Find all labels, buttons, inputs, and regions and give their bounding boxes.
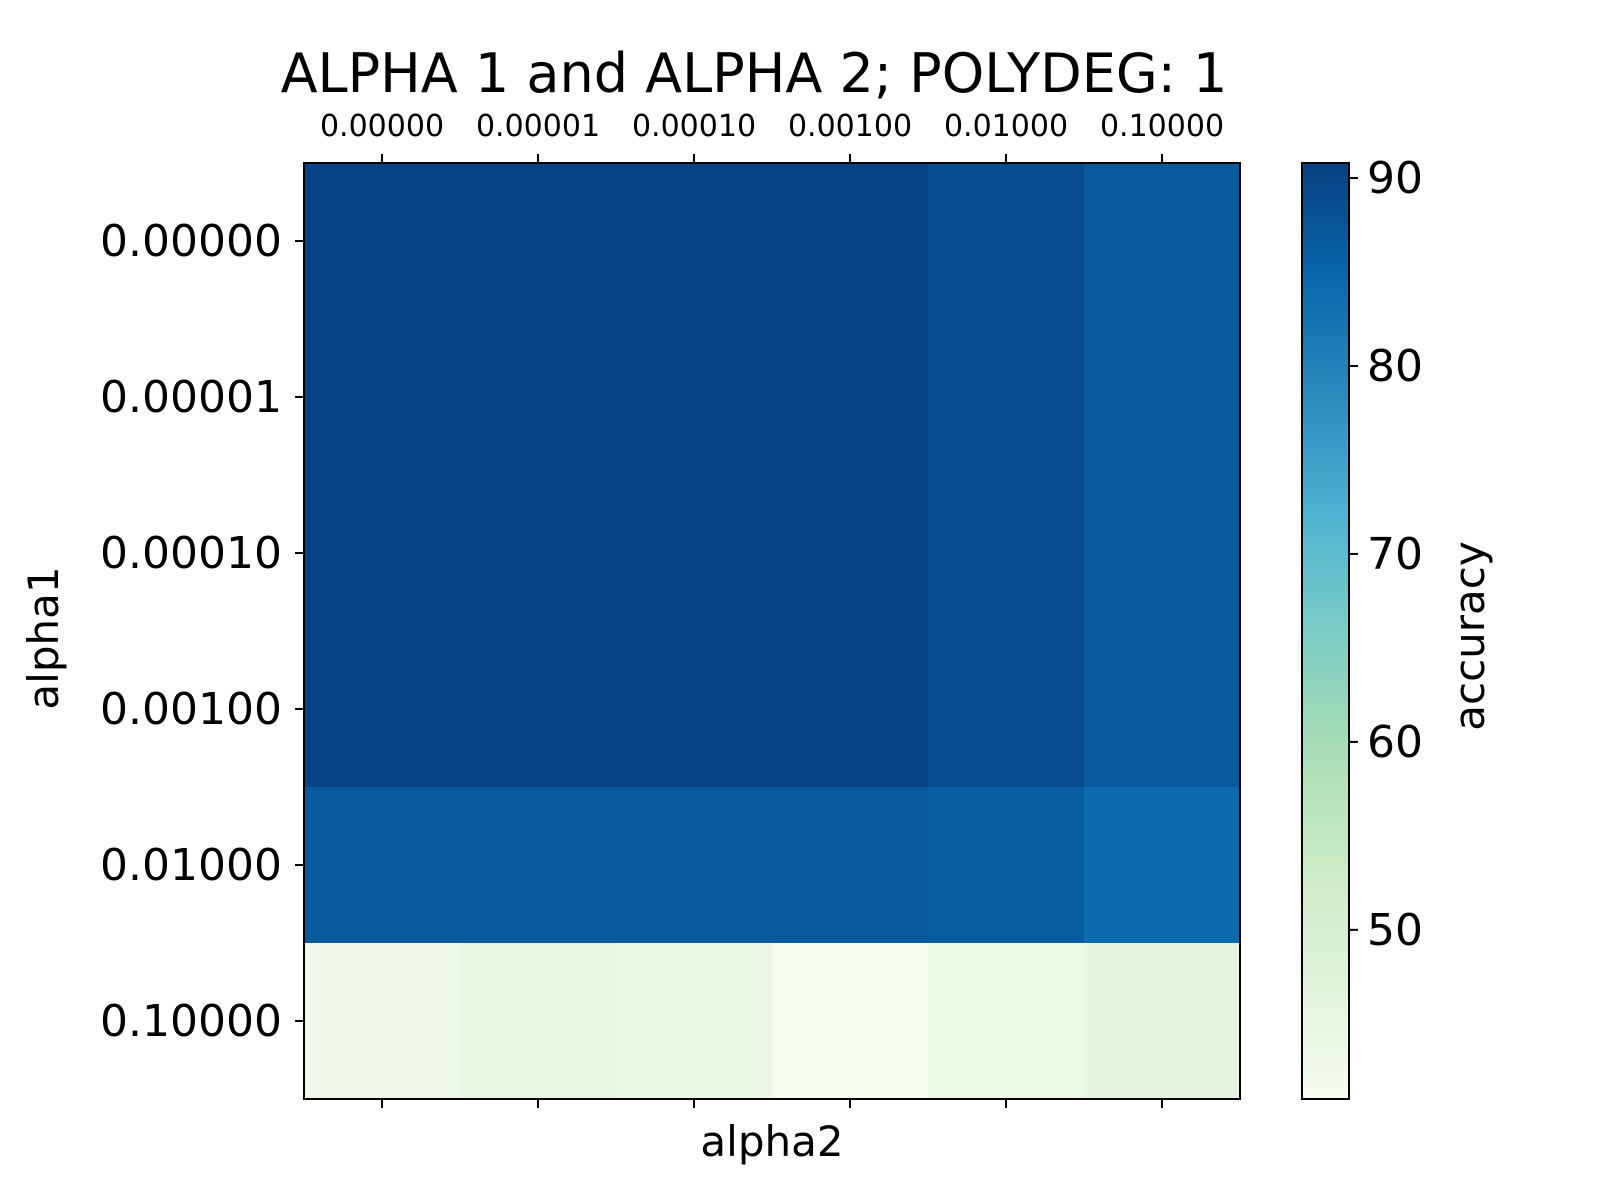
heatmap-cell	[616, 787, 773, 944]
heatmap-cell	[928, 163, 1085, 320]
heatmap-cell	[616, 319, 773, 476]
heatmap-cell	[460, 163, 617, 320]
heatmap-cell	[304, 163, 461, 320]
colorbar-label: accuracy	[1445, 541, 1494, 731]
heatmap-cell	[1084, 631, 1241, 788]
heatmap-cell	[1084, 787, 1241, 944]
heatmap-cell	[304, 319, 461, 476]
y-tick-label: 0.00010	[100, 528, 282, 579]
heatmap-cell	[772, 787, 929, 944]
x-tick-label: 0.10000	[1100, 109, 1224, 144]
heatmap-cell	[1084, 319, 1241, 476]
y-tick-label: 0.00100	[100, 684, 282, 735]
y-tick-label: 0.10000	[100, 996, 282, 1047]
heatmap-cell	[616, 475, 773, 632]
x-tick-label: 0.00001	[476, 109, 600, 144]
heatmap-cell	[460, 475, 617, 632]
colorbar-tick-label: 70	[1367, 529, 1423, 580]
colorbar-tick-label: 80	[1367, 341, 1423, 392]
heatmap-cell	[460, 319, 617, 476]
x-axis-label: alpha2	[700, 1117, 843, 1166]
x-axis-ticks: 0.00000 0.00001 0.00010 0.00100 0.01000 0.100…	[320, 109, 1224, 1108]
colorbar-tick-label: 60	[1367, 717, 1423, 768]
colorbar-ticks: 50 60 70 80 90	[1349, 153, 1423, 956]
heatmap-cell	[772, 163, 929, 320]
heatmap-cell	[928, 787, 1085, 944]
heatmap-cell	[1084, 163, 1241, 320]
colorbar-tick-label: 90	[1367, 153, 1423, 204]
heatmap-cell	[928, 631, 1085, 788]
heatmap-cell	[304, 631, 461, 788]
colorbar	[1301, 162, 1350, 1100]
heatmap-cell	[772, 319, 929, 476]
heatmap-cell	[304, 943, 461, 1100]
heatmap-cell	[616, 163, 773, 320]
heatmap-cell	[616, 631, 773, 788]
x-tick-label: 0.01000	[944, 109, 1068, 144]
heatmap-cell	[1084, 943, 1241, 1100]
heatmap-cell	[460, 631, 617, 788]
x-tick-label: 0.00000	[320, 109, 444, 144]
y-axis-ticks: 0.00000 0.00001 0.00010 0.00100 0.01000 0.100…	[100, 216, 304, 1047]
heatmap-cell	[460, 943, 617, 1100]
y-tick-label: 0.00001	[100, 372, 282, 423]
heatmap-cell	[772, 631, 929, 788]
chart-title: ALPHA 1 and ALPHA 2; POLYDEG: 1	[281, 42, 1228, 105]
heatmap-cell	[772, 943, 929, 1100]
y-axis-label: alpha1	[19, 566, 68, 709]
heatmap-cells	[304, 163, 1241, 1100]
plot-frame	[303, 162, 1241, 1100]
heatmap-cell	[1084, 475, 1241, 632]
heatmap-cell	[928, 319, 1085, 476]
heatmap-cell	[928, 943, 1085, 1100]
heatmap-cell	[304, 475, 461, 632]
colorbar-tick-label: 50	[1367, 905, 1423, 956]
x-tick-label: 0.00010	[632, 109, 756, 144]
heatmap-cell	[928, 475, 1085, 632]
y-tick-label: 0.00000	[100, 216, 282, 267]
heatmap-cell	[304, 787, 461, 944]
y-tick-label: 0.01000	[100, 840, 282, 891]
x-tick-label: 0.00100	[788, 109, 912, 144]
heatmap-cell	[616, 943, 773, 1100]
heatmap-cell	[772, 475, 929, 632]
heatmap-cell	[460, 787, 617, 944]
